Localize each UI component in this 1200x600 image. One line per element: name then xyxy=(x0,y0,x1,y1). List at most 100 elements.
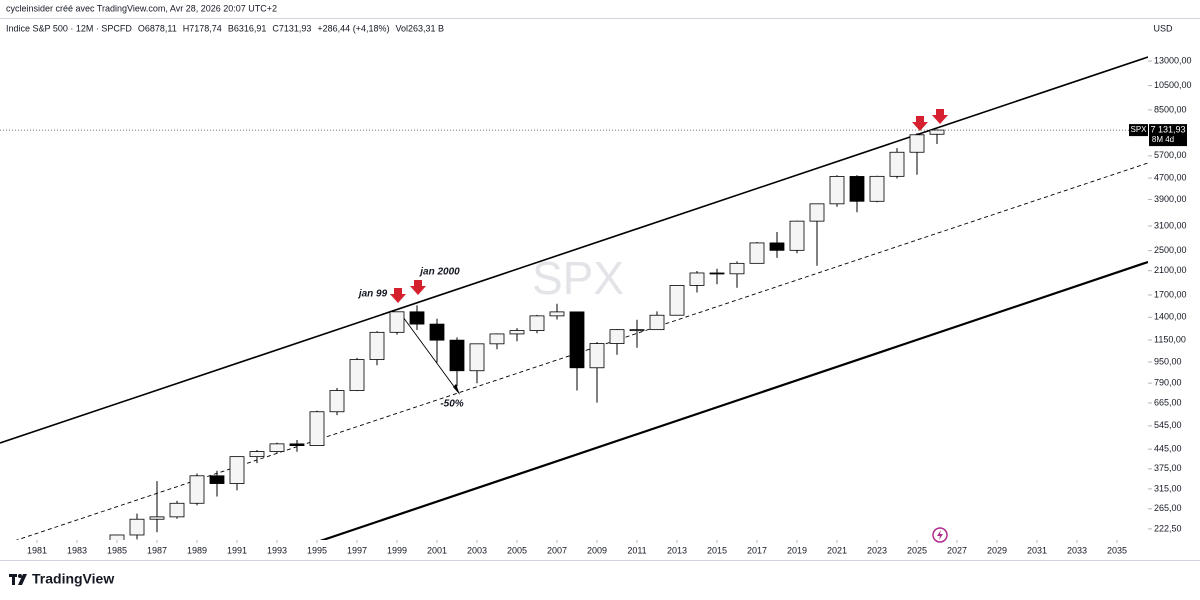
annotation: -50% xyxy=(440,399,463,410)
y-tick-label: 1150,00 xyxy=(1154,334,1186,344)
candle-body xyxy=(629,329,645,332)
axes: 13000,00 10500,00 8500,00 5700,00 4700,00 390… xyxy=(0,55,1192,555)
drawdown-line xyxy=(402,316,459,393)
candle-body xyxy=(169,502,185,518)
y-tick-label: 545,00 xyxy=(1154,420,1182,430)
footer-logo: TradingView xyxy=(9,571,114,587)
x-tick-label: 2021 xyxy=(827,545,847,555)
y-tick-label: 445,00 xyxy=(1154,444,1182,454)
candle-body xyxy=(469,343,485,372)
candle-body xyxy=(789,220,805,251)
drawdown-arrowhead xyxy=(453,384,460,395)
candle-body xyxy=(149,516,165,520)
price-symbol: SPX xyxy=(1130,125,1147,134)
legend-item: O6878,11 xyxy=(138,23,177,33)
y-tick-label: 375,00 xyxy=(1154,463,1182,473)
price-symbol-box xyxy=(1129,124,1148,137)
x-tick-label: 1991 xyxy=(227,545,247,555)
legend-item: +286,44 (+4,18%) xyxy=(317,23,389,33)
candle-body xyxy=(549,311,565,317)
y-tick-label: 13000,00 xyxy=(1154,55,1192,65)
x-tick-label: 1987 xyxy=(147,545,167,555)
annotation: jan 2000 xyxy=(418,267,460,278)
candle-body xyxy=(929,129,945,135)
legend-item: C7131,93 xyxy=(272,23,311,33)
x-tick-label: 1999 xyxy=(387,545,407,555)
candle-body xyxy=(869,175,885,202)
legend-item: Vol263,31 B xyxy=(395,23,444,33)
y-tick-label: 2100,00 xyxy=(1154,265,1187,275)
candle-body xyxy=(829,176,845,205)
x-tick-label: 1997 xyxy=(347,545,367,555)
candle-body xyxy=(529,315,545,331)
currency: USD xyxy=(1153,23,1173,33)
candle-body xyxy=(189,475,205,504)
y-tick-label: 665,00 xyxy=(1154,397,1182,407)
x-tick-label: 2005 xyxy=(507,545,527,555)
annotation: jan 99 xyxy=(357,289,388,300)
candle-body xyxy=(429,323,445,341)
x-tick-label: 2009 xyxy=(587,545,607,555)
arrow xyxy=(390,288,406,303)
y-tick-label: 3900,00 xyxy=(1154,194,1187,204)
logo-part xyxy=(18,574,22,578)
arrow xyxy=(912,116,928,131)
y-tick-label: 1400,00 xyxy=(1154,312,1187,322)
candle-body xyxy=(569,311,585,369)
x-tick-label: 2003 xyxy=(467,545,487,555)
logo-part xyxy=(18,574,27,585)
y-tick-label: 2500,00 xyxy=(1154,245,1187,255)
legend-item: B6316,91 xyxy=(228,23,267,33)
y-tick-label: 8500,00 xyxy=(1154,104,1187,114)
price-countdown: 8M 4d xyxy=(1152,135,1174,144)
legend-item: H7178,74 xyxy=(183,23,222,33)
event-icon-bolt xyxy=(937,530,943,540)
y-tick-label: 265,00 xyxy=(1154,503,1182,513)
y-tick-label: 10500,00 xyxy=(1154,80,1192,90)
header-text: cycleinsider créé avec TradingView.com, … xyxy=(6,3,277,13)
candle-body xyxy=(309,411,325,447)
x-tick-label: 2025 xyxy=(907,545,927,555)
legend: Indice S&P 500 · 12M · SPCFD O6878,11 H717… xyxy=(6,23,444,33)
candle-body xyxy=(289,443,305,447)
watermark: SPX xyxy=(532,252,624,304)
candle-body xyxy=(689,272,705,286)
candle-body xyxy=(669,285,685,316)
y-tick-label: 3100,00 xyxy=(1154,220,1187,230)
arrow xyxy=(932,109,948,124)
y-tick-label: 790,00 xyxy=(1154,378,1182,388)
x-tick-label: 2015 xyxy=(707,545,727,555)
event-icon[interactable] xyxy=(932,527,948,543)
x-tick-label: 1993 xyxy=(267,545,287,555)
y-tick-label: 950,00 xyxy=(1154,356,1182,366)
arrow xyxy=(410,280,426,295)
x-tick-label: 2029 xyxy=(987,545,1007,555)
candle-body xyxy=(229,456,245,484)
x-tick-label: 2023 xyxy=(867,545,887,555)
x-tick-label: 2033 xyxy=(1067,545,1087,555)
candle-body xyxy=(849,176,865,202)
x-tick-label: 2035 xyxy=(1107,545,1127,555)
x-tick-label: 2019 xyxy=(787,545,807,555)
y-tick-label: 5700,00 xyxy=(1154,150,1187,160)
price-label: 7 131,93 xyxy=(1150,124,1185,134)
red-arrows xyxy=(390,109,948,303)
x-tick-label: 2017 xyxy=(747,545,767,555)
y-tick-label: 315,00 xyxy=(1154,483,1182,493)
price-label-box xyxy=(1149,124,1187,147)
candle-body xyxy=(129,518,145,536)
candle-body xyxy=(369,331,385,360)
x-tick-label: 2027 xyxy=(947,545,967,555)
drawings xyxy=(0,56,1148,540)
candle-body xyxy=(909,134,925,153)
candle-body xyxy=(749,242,765,264)
legend-item: Indice S&P 500 · 12M · SPCFD xyxy=(6,23,132,33)
candle-body xyxy=(649,314,665,331)
x-tick-label: 2001 xyxy=(427,545,447,555)
footer-brand[interactable]: TradingView xyxy=(32,571,114,587)
candle-body xyxy=(729,262,745,275)
logo-part xyxy=(12,574,15,585)
x-tick-label: 1983 xyxy=(67,545,87,555)
candles xyxy=(109,129,945,540)
